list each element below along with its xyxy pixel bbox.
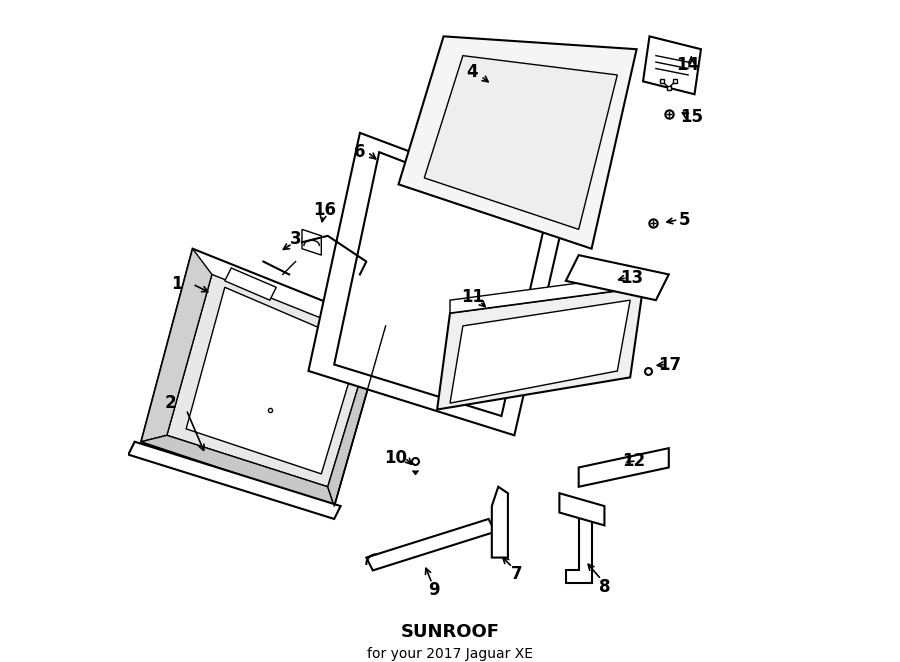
- Text: 8: 8: [598, 577, 610, 596]
- Text: for your 2017 Jaguar XE: for your 2017 Jaguar XE: [367, 647, 533, 661]
- Polygon shape: [141, 249, 212, 442]
- Polygon shape: [129, 442, 340, 519]
- Polygon shape: [560, 493, 605, 526]
- Text: 15: 15: [680, 108, 703, 126]
- Text: 14: 14: [677, 56, 699, 74]
- Polygon shape: [309, 133, 566, 436]
- Polygon shape: [225, 268, 276, 300]
- Polygon shape: [328, 326, 386, 506]
- Text: 1: 1: [171, 275, 183, 293]
- Polygon shape: [437, 287, 643, 410]
- Polygon shape: [424, 56, 617, 229]
- Polygon shape: [566, 506, 591, 583]
- Polygon shape: [450, 300, 630, 403]
- Text: 16: 16: [313, 201, 336, 219]
- Polygon shape: [579, 448, 669, 487]
- Text: 7: 7: [511, 565, 523, 583]
- Polygon shape: [366, 519, 495, 571]
- Text: 9: 9: [428, 581, 440, 598]
- Polygon shape: [141, 436, 334, 506]
- Text: 5: 5: [680, 211, 690, 229]
- Polygon shape: [450, 275, 643, 313]
- Text: SUNROOF: SUNROOF: [400, 623, 500, 641]
- Text: 4: 4: [467, 63, 478, 81]
- Text: 2: 2: [165, 394, 176, 412]
- Polygon shape: [186, 287, 360, 474]
- Text: 12: 12: [622, 452, 645, 470]
- Polygon shape: [491, 487, 508, 557]
- Polygon shape: [566, 255, 669, 300]
- Text: 13: 13: [620, 269, 643, 287]
- Text: 10: 10: [383, 449, 407, 467]
- Polygon shape: [643, 36, 701, 94]
- Polygon shape: [166, 275, 373, 487]
- Text: 6: 6: [355, 143, 365, 161]
- Polygon shape: [399, 36, 636, 249]
- Text: 17: 17: [659, 355, 681, 373]
- Text: 3: 3: [290, 230, 302, 248]
- Polygon shape: [302, 229, 321, 255]
- Text: 11: 11: [462, 288, 485, 306]
- Polygon shape: [334, 152, 546, 416]
- Polygon shape: [141, 249, 386, 506]
